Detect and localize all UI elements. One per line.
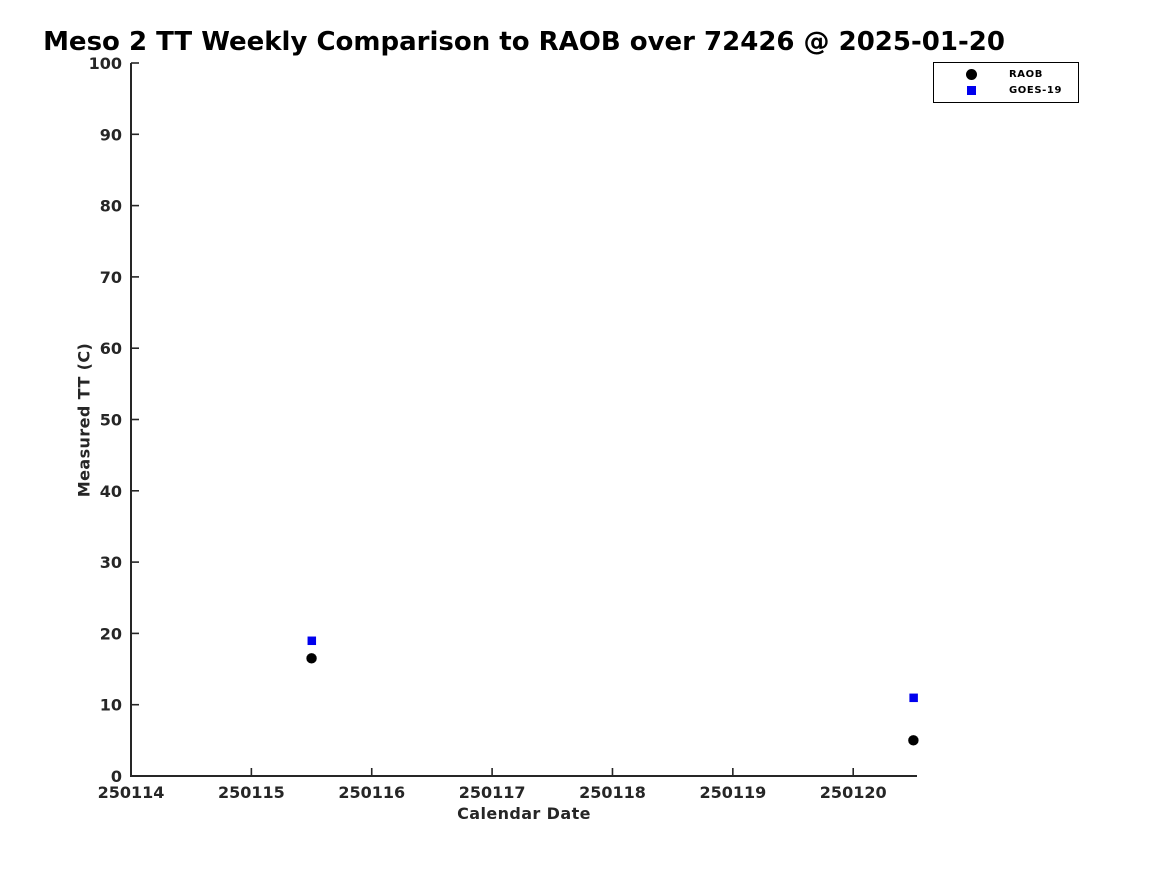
y-tick-label: 10 [100, 696, 122, 715]
x-tick-label: 250118 [579, 783, 646, 802]
y-tick-label: 40 [100, 482, 122, 501]
legend-label-raob: RAOB [1009, 69, 1043, 80]
legend-item-raob: RAOB [934, 67, 1078, 82]
raob-data-point [908, 735, 919, 746]
x-tick-label: 250116 [338, 783, 405, 802]
x-tick-label: 250115 [218, 783, 285, 802]
legend-label-goes19: GOES-19 [1009, 85, 1063, 96]
y-tick-label: 80 [100, 197, 122, 216]
raob-marker-icon [961, 69, 981, 80]
x-axis-label: Calendar Date [457, 804, 591, 823]
y-tick-label: 100 [89, 54, 122, 73]
goes19-marker-icon [961, 86, 981, 95]
y-tick-label: 0 [111, 767, 122, 786]
x-tick-label: 250114 [98, 783, 165, 802]
y-tick-label: 90 [100, 125, 122, 144]
goes-19-data-point [307, 636, 317, 646]
x-tick-label: 250119 [699, 783, 766, 802]
y-tick-label: 60 [100, 339, 122, 358]
x-tick-label: 250120 [820, 783, 887, 802]
y-tick-label: 30 [100, 553, 122, 572]
legend: RAOB GOES-19 [933, 62, 1079, 103]
x-tick-label: 250117 [459, 783, 526, 802]
legend-item-goes19: GOES-19 [934, 83, 1078, 98]
y-tick-label: 20 [100, 624, 122, 643]
chart-title: Meso 2 TT Weekly Comparison to RAOB over… [43, 27, 1005, 57]
raob-data-point [306, 653, 317, 664]
y-tick-label: 50 [100, 411, 122, 430]
y-tick-label: 70 [100, 268, 122, 287]
goes-19-data-point [909, 693, 918, 703]
